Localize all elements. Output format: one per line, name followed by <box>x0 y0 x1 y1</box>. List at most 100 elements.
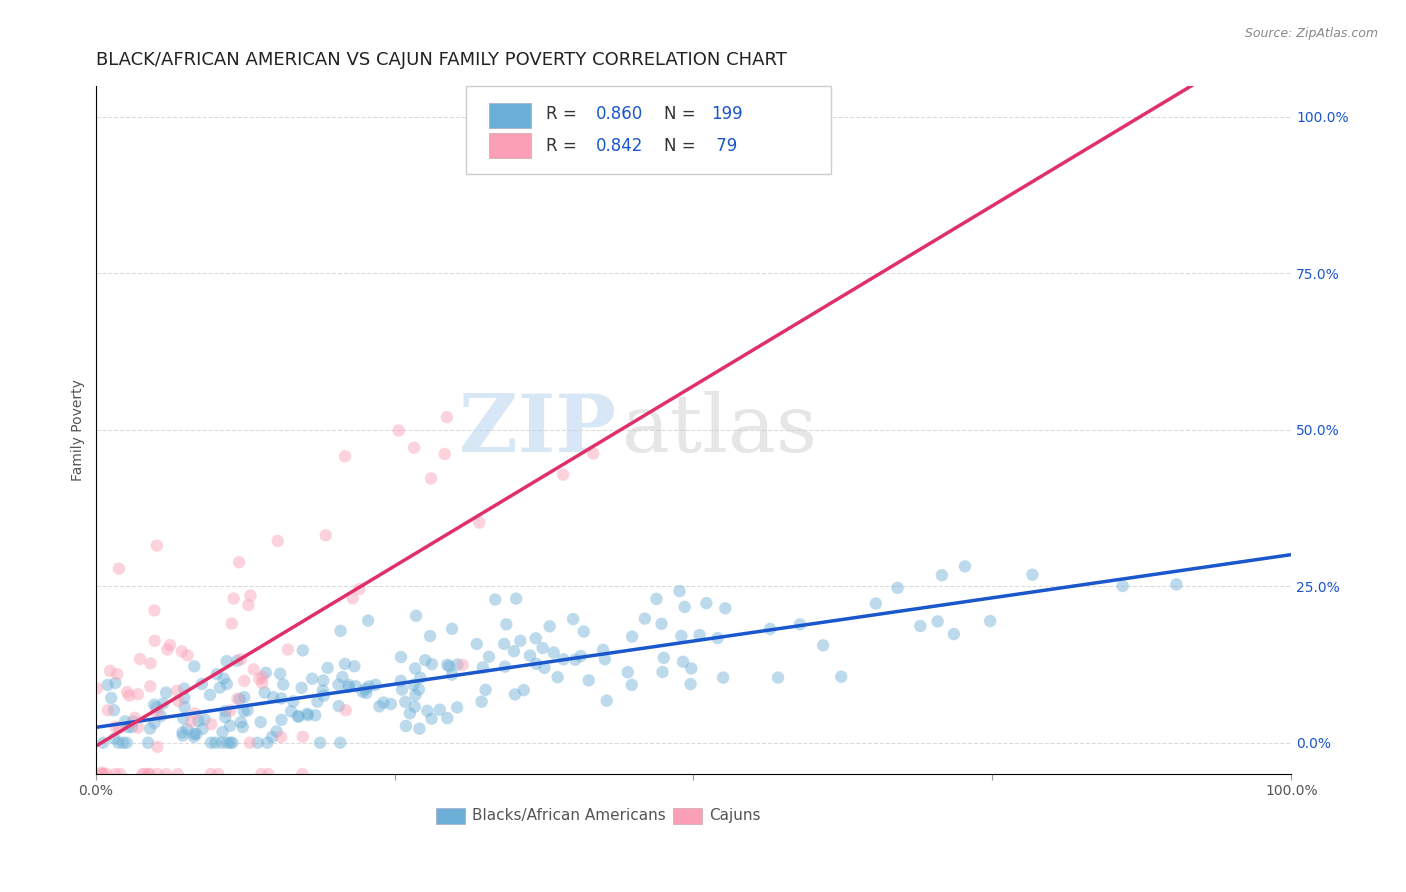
Point <box>249 715 271 730</box>
Point <box>811 638 834 652</box>
Point <box>139 722 162 736</box>
Point <box>149 709 172 723</box>
Point <box>172 729 194 743</box>
Point <box>364 678 387 692</box>
Point <box>436 657 458 672</box>
Point <box>509 633 531 648</box>
Point <box>136 767 159 781</box>
Point <box>440 622 463 636</box>
Point <box>86 681 108 696</box>
Point <box>416 704 439 718</box>
Point <box>291 730 314 744</box>
Point <box>337 678 360 692</box>
Point <box>543 646 565 660</box>
Point <box>671 629 693 643</box>
Point <box>139 679 162 693</box>
Point <box>942 627 965 641</box>
Point <box>357 679 380 693</box>
Point <box>270 730 292 744</box>
Point <box>328 678 350 692</box>
Point <box>291 767 314 781</box>
Point <box>287 709 309 723</box>
Point <box>146 706 169 721</box>
Point <box>283 694 305 708</box>
Point <box>115 736 138 750</box>
Point <box>250 767 273 781</box>
Point <box>226 654 249 668</box>
Point <box>645 591 668 606</box>
Point <box>471 695 494 709</box>
Point <box>204 736 226 750</box>
Point <box>695 596 717 610</box>
Text: 0.860: 0.860 <box>596 105 643 123</box>
Text: 199: 199 <box>711 105 742 123</box>
Point <box>373 696 395 710</box>
Point <box>328 699 350 714</box>
Point <box>329 624 352 638</box>
Point <box>1166 577 1188 591</box>
Point <box>759 622 782 636</box>
Point <box>155 767 177 781</box>
Point <box>207 767 229 781</box>
Point <box>186 727 208 741</box>
Point <box>356 686 378 700</box>
Point <box>439 659 461 673</box>
Point <box>269 666 291 681</box>
Point <box>352 684 374 698</box>
Point <box>146 539 169 553</box>
Point <box>97 678 120 692</box>
Point <box>212 672 235 686</box>
Point <box>404 661 426 675</box>
Text: R =: R = <box>547 137 582 155</box>
Point <box>330 670 353 684</box>
Point <box>446 700 468 714</box>
Point <box>107 736 129 750</box>
Point <box>910 619 932 633</box>
Point <box>553 467 575 482</box>
Point <box>100 691 122 706</box>
Point <box>419 629 441 643</box>
Text: 0.842: 0.842 <box>596 137 643 155</box>
Point <box>307 695 329 709</box>
Point <box>97 703 120 717</box>
Point <box>214 704 236 718</box>
Point <box>219 719 242 733</box>
Point <box>316 661 339 675</box>
Point <box>176 722 198 736</box>
Point <box>413 653 436 667</box>
Point <box>187 714 209 728</box>
Point <box>270 691 292 706</box>
Point <box>505 591 527 606</box>
Point <box>127 721 149 735</box>
Point <box>301 672 323 686</box>
Point <box>138 767 160 781</box>
Point <box>297 706 319 721</box>
Point <box>652 650 675 665</box>
Point <box>931 568 953 582</box>
Point <box>538 619 561 633</box>
Point <box>217 736 239 750</box>
Point <box>200 717 222 731</box>
Point <box>250 676 273 690</box>
Point <box>531 640 554 655</box>
Point <box>433 447 456 461</box>
Point <box>122 714 145 729</box>
Point <box>198 688 221 702</box>
Point <box>229 692 252 706</box>
Point <box>114 714 136 729</box>
Point <box>789 617 811 632</box>
Point <box>222 591 245 606</box>
Point <box>159 638 181 652</box>
Point <box>143 716 166 731</box>
Point <box>436 711 458 725</box>
Point <box>451 657 474 672</box>
Point <box>342 591 364 606</box>
Point <box>173 690 195 705</box>
Point <box>886 581 908 595</box>
Point <box>634 612 657 626</box>
Point <box>335 703 357 717</box>
Point <box>139 657 162 671</box>
Point <box>979 614 1001 628</box>
Point <box>166 767 188 781</box>
Point <box>104 676 127 690</box>
